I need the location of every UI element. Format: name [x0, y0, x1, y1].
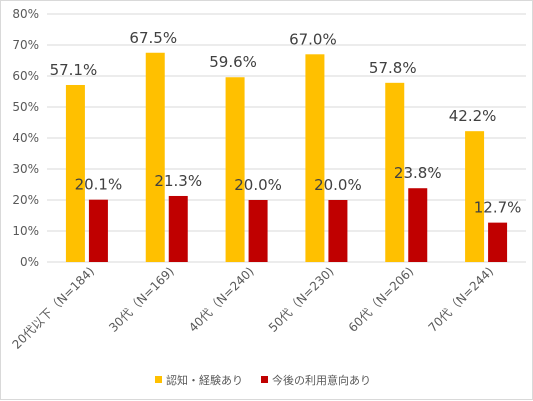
data-label: 42.2%	[449, 107, 497, 125]
bar	[225, 77, 245, 263]
x-category-label: 50代（N=230)	[266, 264, 337, 335]
y-axis-ticks: 0% 10% 20% 30% 40% 50% 60% 70% 80%	[12, 7, 39, 269]
bar	[408, 188, 428, 262]
data-label: 20.1%	[75, 176, 123, 194]
y-tick-label: 10%	[12, 224, 39, 238]
x-category-label: 30代（N=169)	[106, 264, 177, 335]
data-label: 20.0%	[314, 176, 362, 194]
x-category-label: 60代（N=206)	[346, 264, 417, 335]
y-tick-label: 50%	[12, 100, 39, 114]
data-labels: 57.1% 20.1% 67.5% 21.3% 59.6% 20.0% 67.0% 20.0%…	[50, 29, 522, 217]
bar	[65, 84, 85, 263]
y-tick-label: 30%	[12, 162, 39, 176]
x-category-label: 70代（N=244)	[426, 264, 497, 335]
bar	[88, 199, 108, 262]
x-category-label: 20代以下（N=184)	[9, 264, 97, 352]
data-label: 57.1%	[50, 61, 98, 79]
bar	[385, 82, 405, 262]
data-label: 67.0%	[289, 30, 337, 48]
legend-swatch	[155, 376, 162, 383]
legend: 認知・経験あり 今後の利用意向あり	[155, 373, 371, 387]
y-tick-label: 0%	[20, 255, 39, 269]
bar	[328, 200, 348, 262]
y-tick-label: 70%	[12, 38, 39, 52]
bar	[145, 52, 165, 262]
data-label: 59.6%	[209, 53, 257, 71]
legend-swatch	[261, 376, 268, 383]
legend-label: 認知・経験あり	[166, 373, 243, 387]
y-tick-label: 80%	[12, 7, 39, 21]
bar	[305, 54, 325, 262]
bar	[248, 200, 268, 262]
y-tick-label: 40%	[12, 131, 39, 145]
data-label: 21.3%	[154, 172, 202, 190]
data-label: 57.8%	[369, 59, 417, 77]
data-label: 12.7%	[474, 199, 522, 217]
data-label: 20.0%	[234, 176, 282, 194]
legend-label: 今後の利用意向あり	[272, 373, 371, 387]
x-axis-categories: 20代以下（N=184) 30代（N=169) 40代（N=240) 50代（N=23…	[9, 264, 496, 352]
bars	[65, 52, 508, 263]
bar	[168, 195, 188, 262]
bar	[465, 131, 485, 262]
x-category-label: 40代（N=240)	[186, 264, 257, 335]
data-label: 67.5%	[129, 29, 177, 47]
y-tick-label: 20%	[12, 193, 39, 207]
gridlines	[47, 13, 526, 263]
bar	[488, 222, 508, 262]
y-tick-label: 60%	[12, 69, 39, 83]
data-label: 23.8%	[394, 164, 442, 182]
